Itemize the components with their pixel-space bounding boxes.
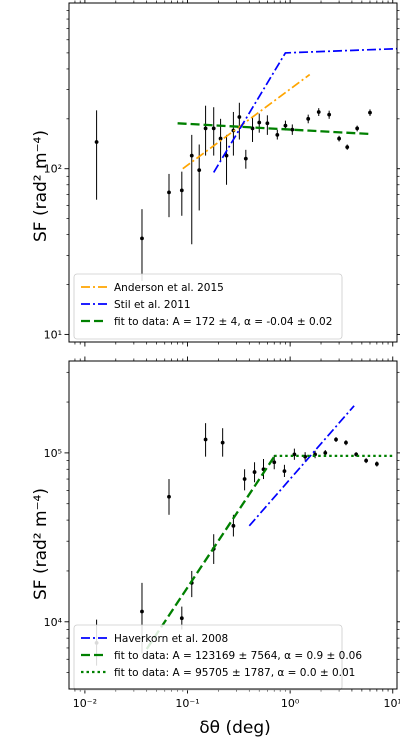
ylabel-top: SF (rad² m⁻⁴) xyxy=(31,130,51,242)
data-point xyxy=(94,140,99,144)
data-point xyxy=(140,236,144,241)
data-point xyxy=(282,469,287,474)
data-point xyxy=(290,127,295,132)
data-point xyxy=(242,477,247,481)
data-point xyxy=(220,440,225,445)
data-point xyxy=(327,112,332,117)
x-tick-label: 10⁰ xyxy=(281,697,300,710)
ylabel-bottom: SF (rad² m⁻⁴) xyxy=(31,488,51,600)
data-point xyxy=(211,126,216,131)
data-point xyxy=(250,126,255,131)
series-line xyxy=(212,47,398,173)
data-point xyxy=(167,494,171,499)
legend-label: Anderson et al. 2015 xyxy=(114,282,224,294)
data-point xyxy=(179,616,184,621)
data-point xyxy=(243,156,248,161)
series-line xyxy=(177,122,371,136)
data-point xyxy=(283,123,288,128)
data-point xyxy=(374,462,379,466)
data-point xyxy=(316,110,321,114)
data-point xyxy=(140,609,144,614)
data-point xyxy=(306,116,311,121)
y-tick-label: 10¹ xyxy=(44,328,62,341)
x-tick-label: 10⁻² xyxy=(73,697,97,710)
data-point xyxy=(179,188,184,193)
data-point xyxy=(257,120,262,125)
data-point xyxy=(218,136,223,141)
data-point xyxy=(275,132,280,137)
legend-label: Haverkorn et al. 2008 xyxy=(114,633,228,645)
y-tick-label: 10⁴ xyxy=(44,616,63,629)
y-tick-label: 10⁵ xyxy=(44,447,62,460)
data-point xyxy=(355,126,360,131)
legend-box xyxy=(73,624,343,691)
data-point xyxy=(189,153,194,158)
x-tick-label: 10¹ xyxy=(384,697,400,710)
data-point xyxy=(292,452,297,457)
x-tick-label: 10⁻¹ xyxy=(175,697,199,710)
data-point xyxy=(237,115,242,119)
data-point xyxy=(364,458,369,463)
panel-top: 10¹ 10² Anderson et al. 2015 Stil et al. 20… xyxy=(44,0,400,347)
axes-frame xyxy=(68,360,398,690)
series-line xyxy=(145,456,276,650)
legend-label: fit to data: A = 172 ± 4, α = -0.04 ± 0.… xyxy=(114,316,332,328)
data-point xyxy=(231,523,236,528)
legend-label: Stil et al. 2011 xyxy=(114,299,191,311)
data-point xyxy=(272,460,277,465)
legend-label: fit to data: A = 95705 ± 1787, α = 0.0 ±… xyxy=(114,667,355,679)
data-point xyxy=(197,168,202,173)
data-point xyxy=(203,437,208,442)
data-point xyxy=(252,470,257,474)
data-point xyxy=(344,440,348,445)
series-line xyxy=(248,405,355,527)
data-point xyxy=(334,437,338,442)
panel-bottom: 10⁻² 10⁻¹ 10⁰ 10¹ 10⁴ 10⁵ Haverkorn et al. 200… xyxy=(44,356,400,710)
xlabel-bottom: δθ (deg) xyxy=(199,718,271,738)
data-point xyxy=(265,121,270,126)
data-point xyxy=(337,136,341,141)
data-point xyxy=(203,126,208,131)
y-tick-label: 10² xyxy=(44,163,62,176)
data-point xyxy=(345,145,350,150)
axes-frame xyxy=(68,2,398,343)
data-point xyxy=(323,450,328,455)
legend-label: fit to data: A = 123169 ± 7564, α = 0.9 … xyxy=(114,650,362,662)
data-point xyxy=(167,190,171,195)
legend-box xyxy=(73,273,343,340)
data-point xyxy=(368,110,372,115)
data-point xyxy=(224,153,229,158)
series-line xyxy=(182,73,311,170)
